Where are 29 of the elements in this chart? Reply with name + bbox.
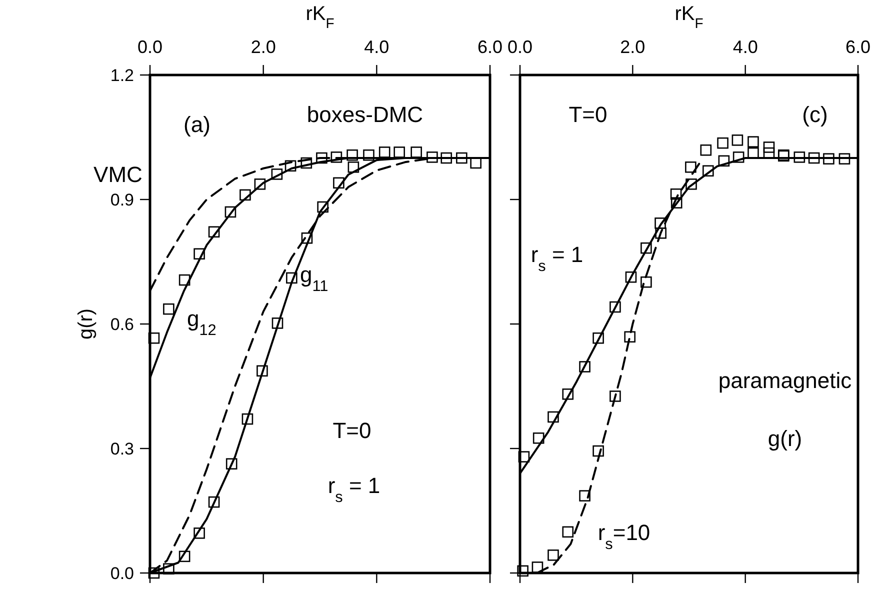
annotation: (a) — [184, 112, 210, 137]
y-tick-label: 0.9 — [110, 190, 134, 210]
annotation: T=0 — [332, 418, 372, 443]
annotation: boxes-DMC — [306, 102, 424, 127]
x-tick-label: 2.0 — [250, 37, 276, 57]
annotation: r$_{s}$=10 — [598, 520, 650, 552]
annotation: g$_{11}$ — [300, 262, 328, 294]
x-axis-title: rK$_{F}$ — [306, 3, 334, 31]
x-tick-label: 0.0 — [507, 37, 533, 57]
x-tick-label: 4.0 — [732, 37, 758, 57]
x-tick-label: 6.0 — [477, 37, 503, 57]
annotation: g$_{12}$ — [187, 306, 216, 338]
x-tick-label: 4.0 — [364, 37, 390, 57]
annotation: T=0 — [568, 102, 608, 127]
annotation: g(r) — [768, 426, 802, 451]
y-axis-title: g(r) — [75, 308, 97, 340]
annotation: paramagnetic — [718, 368, 852, 393]
x-tick-label: 2.0 — [620, 37, 646, 57]
y-tick-label: 0.6 — [110, 315, 134, 334]
text: VMC — [94, 162, 143, 187]
y-tick-label: 1.2 — [110, 66, 134, 85]
x-axis-title: rK$_{F}$ — [674, 3, 704, 31]
annotation: (c) — [802, 102, 828, 127]
x-tick-label: 6.0 — [845, 37, 871, 57]
annotation: r$_{s}$ = 1 — [530, 242, 584, 274]
x-tick-label: 0.0 — [137, 37, 163, 57]
y-tick-label: 0.0 — [110, 564, 134, 583]
annotation: r$_{s}$ = 1 — [328, 473, 380, 506]
y-tick-label: 0.3 — [110, 440, 134, 458]
